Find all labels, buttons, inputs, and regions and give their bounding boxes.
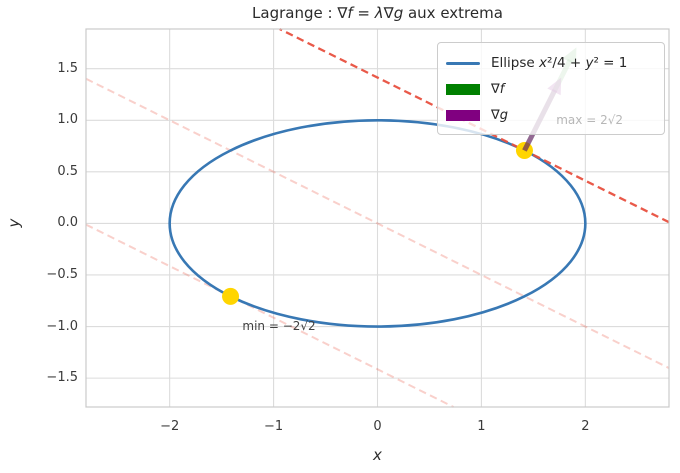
axes-frame [85, 28, 670, 408]
legend-item-ellipse: Ellipse x²/4 + y² = 1 [446, 50, 654, 76]
y-tick-label: −1.0 [46, 318, 78, 334]
constraint-ellipse [168, 118, 587, 328]
y-tick-label: 1.0 [57, 112, 78, 128]
y-tick-label: 0.0 [57, 215, 78, 231]
extremum-point-min [222, 287, 240, 305]
grad-g-swatch [446, 109, 480, 121]
legend-label-grad-g: ∇g [491, 107, 508, 123]
y-tick-label: 0.5 [57, 163, 78, 179]
level-min [85, 223, 454, 408]
legend-item-grad-f: ∇f [446, 76, 654, 102]
x-tick-label: −2 [160, 419, 180, 434]
ellipse-line-swatch [446, 61, 480, 65]
level-zero [85, 77, 670, 369]
legend: Ellipse x²/4 + y² = 1 ∇f ∇g [437, 42, 665, 135]
x-tick-label: 0 [373, 419, 382, 434]
y-tick-label: −0.5 [46, 266, 78, 282]
x-tick-label: 1 [477, 419, 486, 434]
y-tick-label: 1.5 [57, 60, 78, 76]
legend-label-ellipse: Ellipse x²/4 + y² = 1 [491, 55, 628, 71]
annotation-min: min = −2√2 [242, 318, 316, 333]
legend-item-grad-g: ∇g [446, 102, 654, 128]
y-tick-label: −1.5 [46, 370, 78, 386]
chart-title: Lagrange : ∇f = λ∇g aux extrema [252, 4, 503, 22]
grad-f-swatch [446, 83, 480, 95]
legend-label-grad-f: ∇f [491, 81, 505, 97]
annotation-max: max = 2√2 [556, 113, 623, 128]
x-tick-label: −1 [263, 419, 284, 434]
x-tick-label: 2 [581, 419, 590, 434]
x-axis-label: x [373, 446, 382, 464]
